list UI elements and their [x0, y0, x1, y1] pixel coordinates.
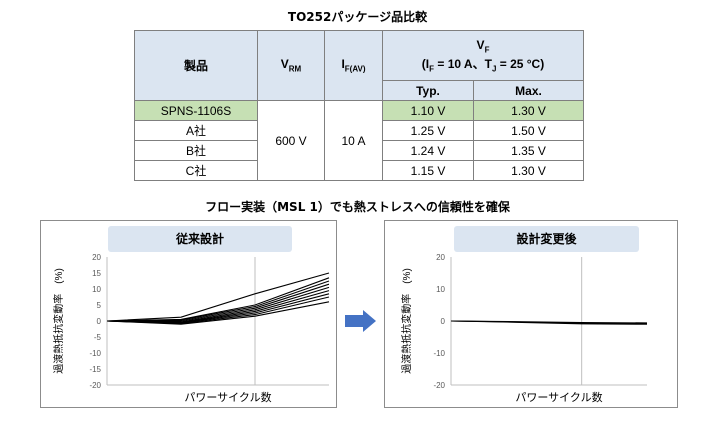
series-line: [450, 320, 648, 324]
chart-panel-after: 設計変更後 20 10 0 -10 -20 パワーサイクル数 過渡熱抵抗変動率 (%): [384, 220, 678, 408]
table-row: B社 1.24 V 1.35 V: [134, 140, 584, 161]
header-product: 製品: [134, 30, 258, 101]
y-axis-label: 過渡熱抵抗変動率 (%): [52, 268, 65, 374]
chart-after: 20 10 0 -10 -20 パワーサイクル数 過渡熱抵抗変動率 (%): [400, 253, 648, 404]
table-row: C社 1.15 V 1.30 V: [134, 160, 584, 181]
chart-panel-before: 従来設計 20 15 10 5 0 -5 -10 -15 -20 パワーサイクル数 過渡熱抵抗変動率…: [40, 220, 337, 408]
comparison-table: 製品 VRM IF(AV) VF (IF = 10 A、TJ = 25 °C) …: [134, 30, 584, 181]
header-vrm: VRM: [257, 30, 325, 101]
if-value: 10 A: [324, 100, 383, 181]
header-if: IF(AV): [324, 30, 383, 101]
product-cell: B社: [134, 140, 258, 161]
series-line: [106, 301, 330, 325]
header-max: Max.: [473, 80, 584, 101]
chart-title-before: 従来設計: [108, 226, 292, 252]
max-cell: 1.35 V: [473, 140, 584, 161]
y-tick-label: -10: [433, 349, 445, 358]
product-cell: SPNS-1106S: [134, 100, 258, 121]
typ-cell: 1.15 V: [382, 160, 474, 181]
y-tick-label: 20: [436, 253, 445, 262]
max-cell: 1.50 V: [473, 120, 584, 141]
y-axis-label: 過渡熱抵抗変動率 (%): [400, 268, 413, 374]
max-cell: 1.30 V: [473, 100, 584, 121]
table-row: SPNS-1106S 600 V 10 A 1.10 V 1.30 V: [134, 100, 584, 181]
header-vf: VF (IF = 10 A、TJ = 25 °C): [382, 30, 584, 81]
chart-before: 20 15 10 5 0 -5 -10 -15 -20 パワーサイクル数 過渡熱抵抗変動率 (%): [52, 253, 330, 404]
y-tick-label: 0: [441, 317, 446, 326]
y-tick-label: 10: [436, 285, 445, 294]
y-tick-label: -10: [89, 349, 101, 358]
chart-title-after: 設計変更後: [454, 226, 639, 252]
product-cell: A社: [134, 120, 258, 141]
max-cell: 1.30 V: [473, 160, 584, 181]
y-tick-label: 10: [92, 285, 101, 294]
y-tick-label: 5: [97, 301, 102, 310]
x-axis-label: パワーサイクル数: [515, 391, 602, 404]
y-tick-label: -5: [94, 333, 102, 342]
vrm-value: 600 V: [257, 100, 325, 181]
typ-cell: 1.25 V: [382, 120, 474, 141]
product-cell: C社: [134, 160, 258, 181]
section-title: フロー実装（MSL 1）でも熱ストレスへの信頼性を確保: [205, 200, 510, 214]
header-typ: Typ.: [382, 80, 474, 101]
typ-cell: 1.10 V: [382, 100, 474, 121]
typ-cell: 1.24 V: [382, 140, 474, 161]
series-line: [106, 272, 330, 322]
x-axis-label: パワーサイクル数: [184, 391, 271, 404]
y-tick-label: -15: [89, 365, 101, 374]
y-tick-label: 15: [92, 269, 101, 278]
y-tick-label: -20: [433, 381, 445, 390]
y-tick-label: 20: [92, 253, 101, 262]
y-tick-label: -20: [89, 381, 101, 390]
table-title: TO252パッケージ品比較: [287, 10, 428, 24]
right-arrow-icon: [345, 310, 376, 332]
y-tick-label: 0: [97, 317, 102, 326]
